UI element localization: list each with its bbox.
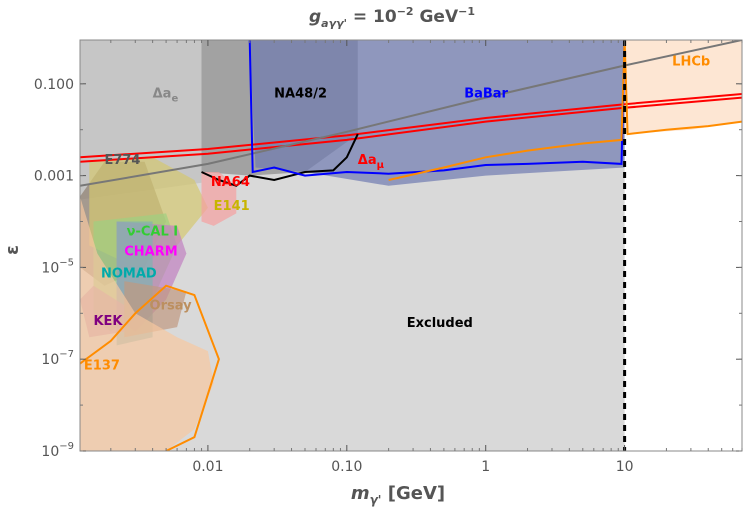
svg-text:gaγγ' = 10−2 GeV−1: gaγγ' = 10−2 GeV−1	[309, 5, 475, 30]
label-excluded: Excluded	[407, 316, 473, 331]
label-babar: BaBar	[464, 87, 508, 102]
region-lhcb	[624, 40, 742, 135]
label-orsay: Orsay	[150, 299, 193, 314]
line-e137-boundary	[80, 284, 220, 451]
boundary-lines	[80, 40, 742, 451]
line-a-upper	[80, 93, 742, 159]
line-a-e-boundary	[80, 40, 742, 187]
chart-title: gaγγ' = 10−2 GeV−1	[309, 5, 475, 30]
label-e137: E137	[84, 358, 120, 373]
y-axis-ticks: 0.100 0.001 10−5 10−7 10−9	[34, 77, 742, 460]
svg-text:mγ' [GeV]: mγ' [GeV]	[351, 483, 445, 507]
x-axis-title: mγ' [GeV]	[351, 483, 445, 507]
svg-text:ε: ε	[2, 245, 23, 255]
line-lhcb-boundary	[388, 40, 742, 181]
region-labels: Excluded Δae NA48/2 BaBar LHCb E774 E141 NA64 ν-…	[84, 55, 710, 374]
label-cal-i: ν-CAL I	[127, 224, 179, 239]
line-na48-2-boundary	[201, 133, 359, 187]
label-na48-2: NA48/2	[274, 87, 327, 102]
label-a: Δaμ	[358, 153, 385, 171]
y-tick-label: 10−9	[41, 441, 74, 460]
y-tick-label: 10−7	[41, 349, 74, 368]
label-lhcb: LHCb	[672, 55, 710, 70]
line-a	[80, 96, 742, 163]
region-na64	[201, 172, 237, 226]
y-tick-label: 0.100	[34, 77, 74, 93]
label-e774: E774	[104, 153, 140, 168]
region-e137	[80, 196, 214, 451]
label-e141: E141	[214, 199, 250, 214]
line-babar-boundary	[248, 40, 626, 177]
plot-frame	[79, 39, 743, 452]
label-kek: KEK	[93, 314, 123, 329]
label-charm: CHARM	[124, 245, 177, 260]
y-axis-title: ε	[2, 245, 23, 255]
y-tick-label: 0.001	[34, 169, 74, 185]
plot-border	[79, 39, 743, 452]
exclusion-regions	[80, 40, 742, 451]
x-axis-ticks: 0.01 0.10 1 10	[110, 40, 743, 475]
x-tick-label: 0.01	[192, 459, 223, 475]
y-tick-label: 10−5	[41, 257, 74, 276]
x-tick-label: 0.10	[331, 459, 362, 475]
label-na64: NA64	[211, 175, 250, 190]
label-a-e: Δae	[153, 87, 179, 105]
x-tick-label: 1	[481, 459, 490, 475]
label-nomad: NOMAD	[101, 267, 157, 282]
x-tick-label: 10	[616, 459, 634, 475]
